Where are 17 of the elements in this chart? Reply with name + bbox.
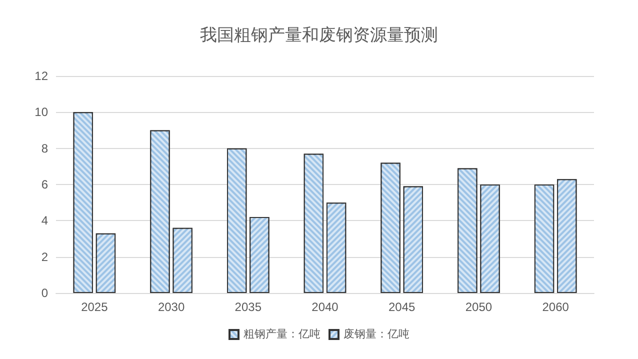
y-tick-label: 8 bbox=[41, 141, 48, 156]
y-tick-label: 6 bbox=[41, 178, 48, 192]
x-tick-label: 2030 bbox=[158, 300, 185, 314]
y-tick-label: 10 bbox=[34, 105, 48, 120]
x-tick-label: 2035 bbox=[234, 300, 262, 314]
legend-label: 粗钢产量：亿吨 bbox=[244, 328, 320, 340]
y-tick-label: 4 bbox=[41, 214, 48, 228]
y-tick-label: 0 bbox=[41, 286, 48, 300]
legend-label: 废钢量：亿吨 bbox=[344, 328, 410, 340]
y-tick-label: 12 bbox=[34, 69, 48, 83]
x-tick-label: 2040 bbox=[312, 300, 339, 314]
x-tick-label: 2060 bbox=[542, 300, 570, 314]
chart-title: 我国粗钢产量和废钢资源量预测 bbox=[200, 26, 438, 46]
x-tick-label: 2050 bbox=[465, 300, 492, 314]
y-tick-label: 2 bbox=[41, 250, 48, 264]
x-tick-label: 2025 bbox=[81, 300, 108, 314]
x-tick-label: 2045 bbox=[388, 300, 416, 314]
